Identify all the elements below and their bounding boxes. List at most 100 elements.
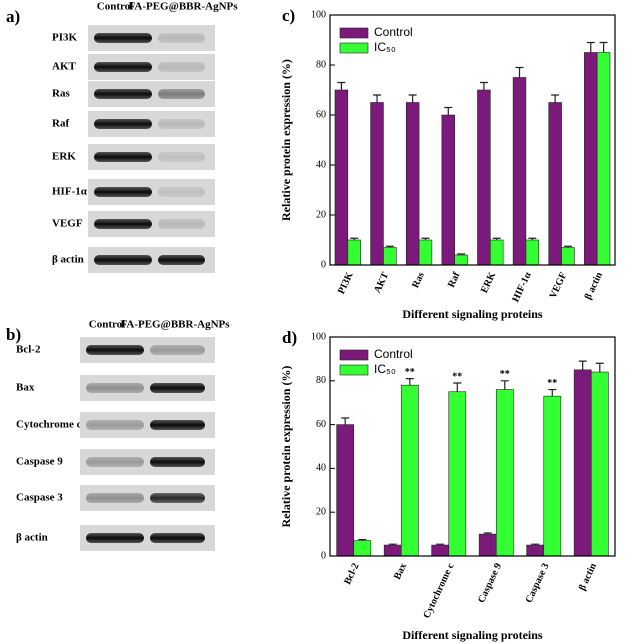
blot-band <box>94 89 152 99</box>
panel-label: b) <box>6 325 21 344</box>
row-label: Raf <box>52 118 69 130</box>
error-bar <box>405 378 414 386</box>
blot-band <box>94 62 152 72</box>
bar <box>370 102 384 266</box>
error-bar <box>457 253 466 255</box>
blot-band <box>86 457 144 467</box>
bar <box>431 544 450 557</box>
y-tick-label: 40 <box>316 159 326 170</box>
error-bar <box>341 417 350 425</box>
row-label: PI3K <box>52 32 78 44</box>
blot-band <box>94 152 152 162</box>
legend-swatch <box>339 349 369 361</box>
column-header: Control <box>89 319 125 331</box>
row-label: β actin <box>52 254 84 266</box>
plot-frame <box>329 336 616 557</box>
panel-label: a) <box>6 7 20 26</box>
y-tick-label: 20 <box>316 209 326 220</box>
blot-band <box>150 420 205 430</box>
panel-label: c) <box>282 6 295 25</box>
error-bar <box>551 94 560 103</box>
bar <box>336 424 355 557</box>
x-tick-label: Caspase 3 <box>524 562 552 605</box>
column-header: FA-PEG@BBR-AgNPs <box>128 1 238 13</box>
y-tick-label: 40 <box>316 463 326 474</box>
x-tick-label: PI3K <box>336 270 356 295</box>
error-bar <box>350 237 359 240</box>
legend-swatch <box>339 42 369 54</box>
blot-band <box>158 119 205 129</box>
blot-band <box>86 493 144 503</box>
y-axis-label: Relative protein expression (%) <box>279 59 293 221</box>
x-tick-label: Bcl-2 <box>342 562 361 587</box>
plot-frame <box>329 14 616 266</box>
row-label: Bax <box>16 382 35 394</box>
blot-band <box>86 533 144 543</box>
bar <box>418 239 433 266</box>
x-tick-label: HIF-1α <box>510 270 534 304</box>
panel-label: d) <box>282 328 297 347</box>
legend-swatch <box>339 364 369 376</box>
significance-mark: ** <box>405 367 415 378</box>
error-bar <box>421 237 430 240</box>
bar <box>526 544 545 557</box>
error-bar <box>528 237 537 240</box>
bar <box>448 391 467 557</box>
row-label: HIF-1α <box>52 186 88 198</box>
row-label: VEGF <box>52 218 83 230</box>
bar <box>584 52 598 266</box>
bar <box>525 239 540 266</box>
blot-band <box>158 89 205 99</box>
y-tick-label: 60 <box>316 109 326 120</box>
y-tick-label: 100 <box>311 331 326 342</box>
bar <box>477 89 491 266</box>
significance-mark: ** <box>500 369 510 380</box>
bar <box>512 77 527 266</box>
bar <box>548 102 562 266</box>
error-bar <box>483 532 492 535</box>
blot-band <box>158 219 205 229</box>
blot-band <box>158 255 205 265</box>
row-label: Cytochrome c <box>16 419 82 431</box>
bar <box>596 52 611 266</box>
row-label: Caspase 3 <box>16 492 63 504</box>
bar <box>441 114 455 266</box>
error-bar <box>373 94 382 103</box>
legend-label: IC₅₀ <box>374 362 396 376</box>
legend-label: Control <box>374 25 413 39</box>
blot-band <box>94 219 152 229</box>
bar <box>573 369 592 557</box>
bar <box>347 239 361 266</box>
significance-mark: ** <box>452 371 462 382</box>
error-bar <box>436 543 445 546</box>
blot-band <box>94 119 152 129</box>
blot-band <box>150 383 205 393</box>
bar <box>590 371 609 557</box>
y-tick-label: 0 <box>321 259 326 270</box>
row-label: β actin <box>16 532 48 544</box>
error-bar <box>385 245 394 248</box>
x-tick-label: β actin <box>577 561 599 592</box>
blot-band <box>158 152 205 162</box>
bar <box>353 540 372 557</box>
bar <box>478 533 497 557</box>
significance-mark: ** <box>547 378 557 389</box>
error-bar <box>337 81 346 90</box>
blot-band <box>94 33 152 43</box>
y-axis-label: Relative protein expression (%) <box>279 366 293 528</box>
error-bar <box>595 362 604 373</box>
x-axis-label: Different signaling proteins <box>402 628 543 642</box>
x-tick-label: Ras <box>410 271 427 290</box>
x-tick-label: ERK <box>479 270 498 294</box>
y-tick-label: 20 <box>316 506 326 517</box>
row-label: AKT <box>52 61 77 73</box>
legend-label: Control <box>374 347 413 361</box>
blot-band <box>158 187 205 197</box>
row-label: ERK <box>52 151 76 163</box>
y-tick-label: 0 <box>321 550 326 561</box>
blot-band <box>150 493 205 503</box>
x-tick-label: β actin <box>583 270 605 301</box>
column-header: FA-PEG@BBR-AgNPs <box>120 319 230 331</box>
y-tick-label: 80 <box>316 375 326 386</box>
